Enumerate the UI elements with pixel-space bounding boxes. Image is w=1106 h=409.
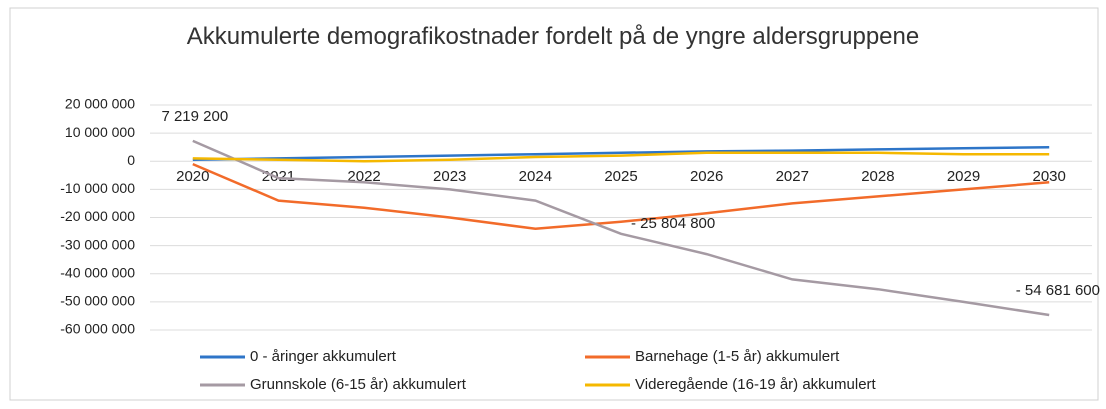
x-tick-label: 2027: [776, 168, 809, 185]
y-tick-label: 0: [127, 152, 135, 168]
series-line: [192, 162, 1050, 231]
x-tick-label: 2026: [690, 168, 723, 185]
data-label: - 54 681 600: [1016, 282, 1100, 299]
x-tick-label: 2023: [433, 168, 466, 185]
legend-label: Grunnskole (6-15 år) akkumulert: [250, 376, 467, 393]
legend-label: Videregående (16-19 år) akkumulert: [635, 376, 877, 393]
data-label: - 25 804 800: [631, 215, 715, 232]
y-tick-label: -10 000 000: [60, 180, 135, 196]
data-label: 7 219 200: [161, 108, 228, 125]
x-tick-label: 2020: [176, 168, 209, 185]
y-tick-label: -50 000 000: [60, 293, 135, 309]
y-tick-label: 20 000 000: [65, 96, 135, 112]
x-tick-label: 2029: [947, 168, 980, 185]
chart-border: [9, 7, 1099, 401]
x-tick-label: 2028: [861, 168, 894, 185]
y-tick-label: -40 000 000: [60, 264, 135, 280]
series-line: [192, 139, 1050, 317]
y-tick-label: 10 000 000: [65, 124, 135, 140]
y-tick-label: -30 000 000: [60, 236, 135, 252]
series-line: [192, 145, 1050, 162]
x-tick-label: 2030: [1032, 168, 1065, 185]
series-line: [192, 151, 1050, 163]
legend-label: 0 - åringer akkumulert: [250, 348, 397, 365]
x-tick-label: 2025: [604, 168, 637, 185]
y-tick-label: -60 000 000: [60, 321, 135, 337]
legend-label: Barnehage (1-5 år) akkumulert: [635, 348, 840, 365]
x-tick-label: 2024: [519, 168, 552, 185]
y-tick-label: -20 000 000: [60, 208, 135, 224]
chart-title: Akkumulerte demografikostnader fordelt p…: [186, 23, 920, 50]
